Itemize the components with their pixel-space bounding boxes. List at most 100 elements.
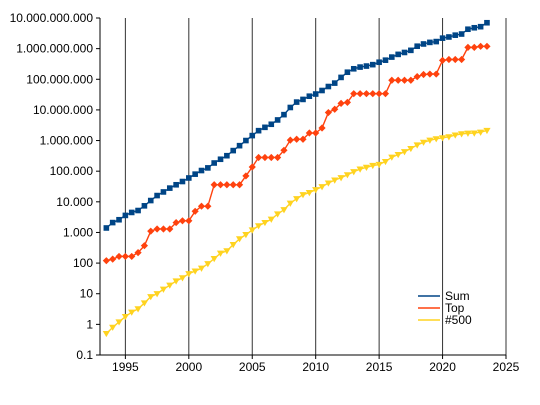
data-point — [375, 90, 383, 98]
data-point — [293, 135, 301, 143]
data-point — [413, 73, 421, 81]
data-point — [470, 43, 478, 51]
data-point — [395, 51, 401, 58]
data-point — [141, 203, 148, 209]
data-point — [484, 19, 490, 26]
data-point — [153, 225, 161, 233]
x-tick-label: 2005 — [239, 360, 266, 374]
legend-label: Sum — [445, 289, 470, 303]
data-point — [204, 202, 212, 210]
series-group — [102, 19, 491, 338]
data-point — [128, 309, 136, 316]
data-point — [445, 134, 453, 141]
data-point — [135, 207, 141, 214]
data-point — [464, 43, 472, 51]
data-point — [179, 178, 186, 185]
data-point — [426, 70, 434, 78]
data-point — [172, 218, 180, 227]
data-point — [407, 145, 415, 153]
data-point — [337, 175, 345, 182]
data-point — [185, 217, 193, 225]
data-point — [286, 200, 294, 207]
data-point — [319, 87, 325, 94]
data-point — [477, 23, 484, 30]
legend-item-500: #500 — [418, 313, 472, 327]
data-point — [235, 181, 244, 189]
data-point — [350, 169, 358, 176]
data-point — [394, 76, 402, 84]
data-point — [305, 129, 313, 137]
data-point — [274, 117, 281, 123]
legend-item-sum: Sum — [418, 289, 470, 303]
grid-lines — [124, 18, 507, 355]
data-point — [166, 282, 174, 289]
data-point — [204, 261, 212, 268]
data-point — [173, 181, 179, 188]
data-point — [465, 26, 471, 33]
data-point — [191, 268, 199, 275]
data-point — [147, 294, 155, 301]
data-point — [471, 24, 478, 31]
data-point — [312, 187, 320, 194]
data-point — [267, 216, 275, 223]
y-tick-label: 1.000 — [63, 225, 93, 239]
data-point — [432, 70, 440, 78]
x-tick-label: 2000 — [175, 360, 202, 374]
data-point — [343, 98, 352, 106]
data-point — [376, 59, 382, 66]
data-point — [116, 216, 122, 223]
data-point — [483, 127, 491, 135]
data-point — [159, 225, 168, 233]
data-point — [388, 76, 396, 84]
data-point — [362, 90, 371, 98]
data-point — [280, 207, 288, 214]
y-tick-label: 10.000.000.000 — [10, 11, 94, 25]
data-point — [216, 250, 225, 257]
data-point — [261, 153, 269, 162]
data-point — [242, 172, 250, 180]
data-point — [236, 142, 243, 149]
data-point — [452, 32, 459, 38]
data-point — [217, 156, 224, 163]
data-point — [331, 105, 339, 113]
data-point — [464, 130, 472, 137]
data-point — [343, 172, 352, 179]
data-point — [254, 153, 263, 162]
data-point — [362, 164, 371, 171]
data-point — [350, 90, 358, 98]
data-point — [223, 248, 231, 255]
data-point — [439, 35, 446, 41]
data-point — [274, 153, 282, 162]
x-tick-label: 2025 — [493, 360, 520, 374]
data-point — [128, 209, 135, 216]
data-point — [128, 252, 136, 261]
data-point — [166, 185, 173, 191]
data-point — [324, 180, 332, 187]
data-point — [254, 223, 263, 230]
data-point — [147, 227, 155, 235]
data-point — [262, 124, 268, 131]
data-point — [318, 184, 326, 191]
data-point — [381, 158, 390, 166]
data-point — [197, 202, 206, 210]
data-point — [140, 300, 149, 307]
data-point — [432, 136, 440, 143]
data-point — [210, 256, 218, 263]
data-point — [102, 257, 110, 265]
data-point — [325, 83, 332, 90]
data-point — [483, 42, 491, 50]
data-point — [248, 163, 256, 171]
data-point — [299, 192, 307, 199]
data-point — [134, 249, 142, 257]
data-point — [427, 39, 433, 46]
data-point — [312, 91, 319, 97]
data-point — [400, 76, 409, 84]
x-tick-label: 2015 — [366, 360, 393, 374]
data-point — [211, 160, 217, 166]
data-point — [103, 225, 110, 231]
data-point — [331, 177, 339, 184]
y-tick-label: 10 — [80, 287, 94, 301]
data-point — [356, 166, 364, 173]
data-point — [477, 129, 485, 136]
